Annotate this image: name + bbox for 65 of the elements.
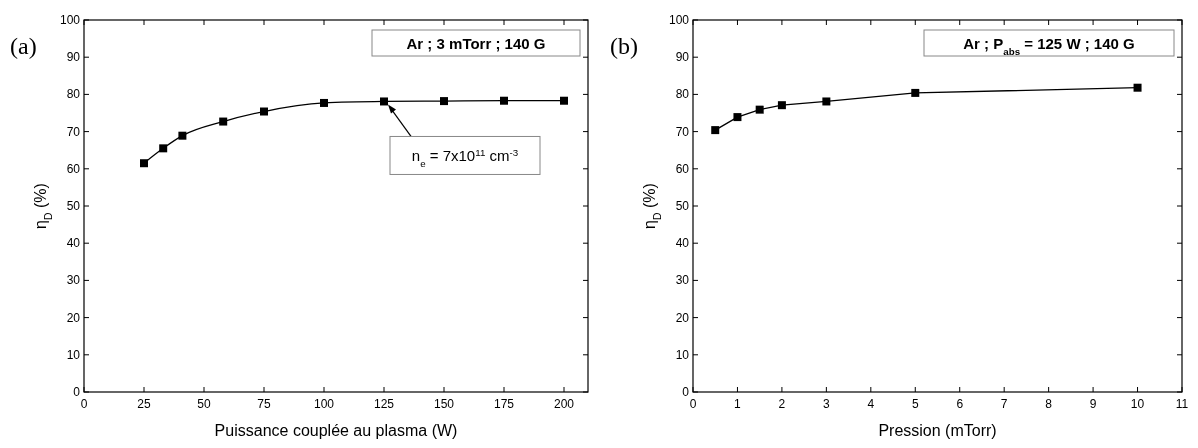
point [822,97,831,106]
y-tick-label: 80 [675,87,690,102]
text: (b) [610,33,638,59]
point [755,105,764,114]
point [440,97,448,106]
x-tick-label: 9 [1089,397,1097,411]
text: (a) [10,33,37,59]
y-tick-label: 100 [668,13,690,27]
point [733,113,742,122]
x-axis-title: Pression (mTorr) [878,422,997,439]
x-tick-label: 11 [1175,397,1189,411]
y-tick-label: 80 [66,87,81,102]
point [380,97,388,106]
y-tick-label: 20 [675,310,690,325]
y-tick-label: 100 [59,13,81,27]
point [178,131,187,140]
y-tick-label: 10 [66,347,81,362]
y-tick-label: 40 [675,236,690,251]
y-tick-label: 90 [66,50,81,65]
y-tick-label: 20 [66,310,81,325]
y-tick-label: 0 [682,385,690,399]
x-tick-label: 5 [911,397,919,411]
x-tick-label: 50 [197,397,211,411]
annotation: n$_{e}$ = 7x10$^{11}$ cm$^{-3}$ [411,146,519,169]
point [911,88,920,97]
x-tick-label: 100 [313,397,335,411]
point [500,96,508,105]
y-tick-label: 60 [675,161,690,176]
point [1133,83,1142,92]
annotation: Ar ; 3 mTorr ; 140 G [406,35,546,52]
y-tick-label: 0 [73,385,81,399]
x-tick-label: 175 [493,397,515,411]
x-tick-label: 75 [257,397,271,411]
x-tick-label: 4 [867,397,875,411]
y-tick-label: 40 [66,236,81,251]
x-tick-label: 200 [553,397,575,411]
point [320,98,328,107]
x-tick-label: 3 [823,397,831,411]
y-tick-label: 90 [675,50,690,65]
y-tick-label: 30 [66,273,81,288]
x-tick-label: 10 [1130,397,1145,411]
annotation: Ar ; P$_{abs}$ = 125 W ; 140 G [963,35,1135,57]
point [159,144,168,153]
x-tick-label: 7 [1000,397,1008,411]
point [219,117,228,126]
point [777,101,786,110]
y-tick-label: 30 [675,273,690,288]
point [711,126,720,135]
y-tick-label: 70 [66,124,81,139]
x-tick-label: 25 [137,397,151,411]
point [560,96,568,105]
x-axis-title: Puissance couplée au plasma (W) [214,422,458,439]
y-tick-label: 70 [675,124,690,139]
y-tick-label: 50 [675,199,690,213]
y-tick-label: 50 [66,199,81,213]
y-tick-label: 10 [675,347,690,362]
x-tick-label: 2 [778,397,786,411]
x-tick-label: 8 [1045,397,1053,411]
x-tick-label: 150 [433,397,455,411]
point [260,107,268,116]
x-tick-label: 1 [734,397,742,411]
y-tick-label: 60 [66,161,81,176]
x-tick-label: 125 [373,397,395,411]
point [140,159,148,168]
x-tick-label: 6 [956,397,964,411]
